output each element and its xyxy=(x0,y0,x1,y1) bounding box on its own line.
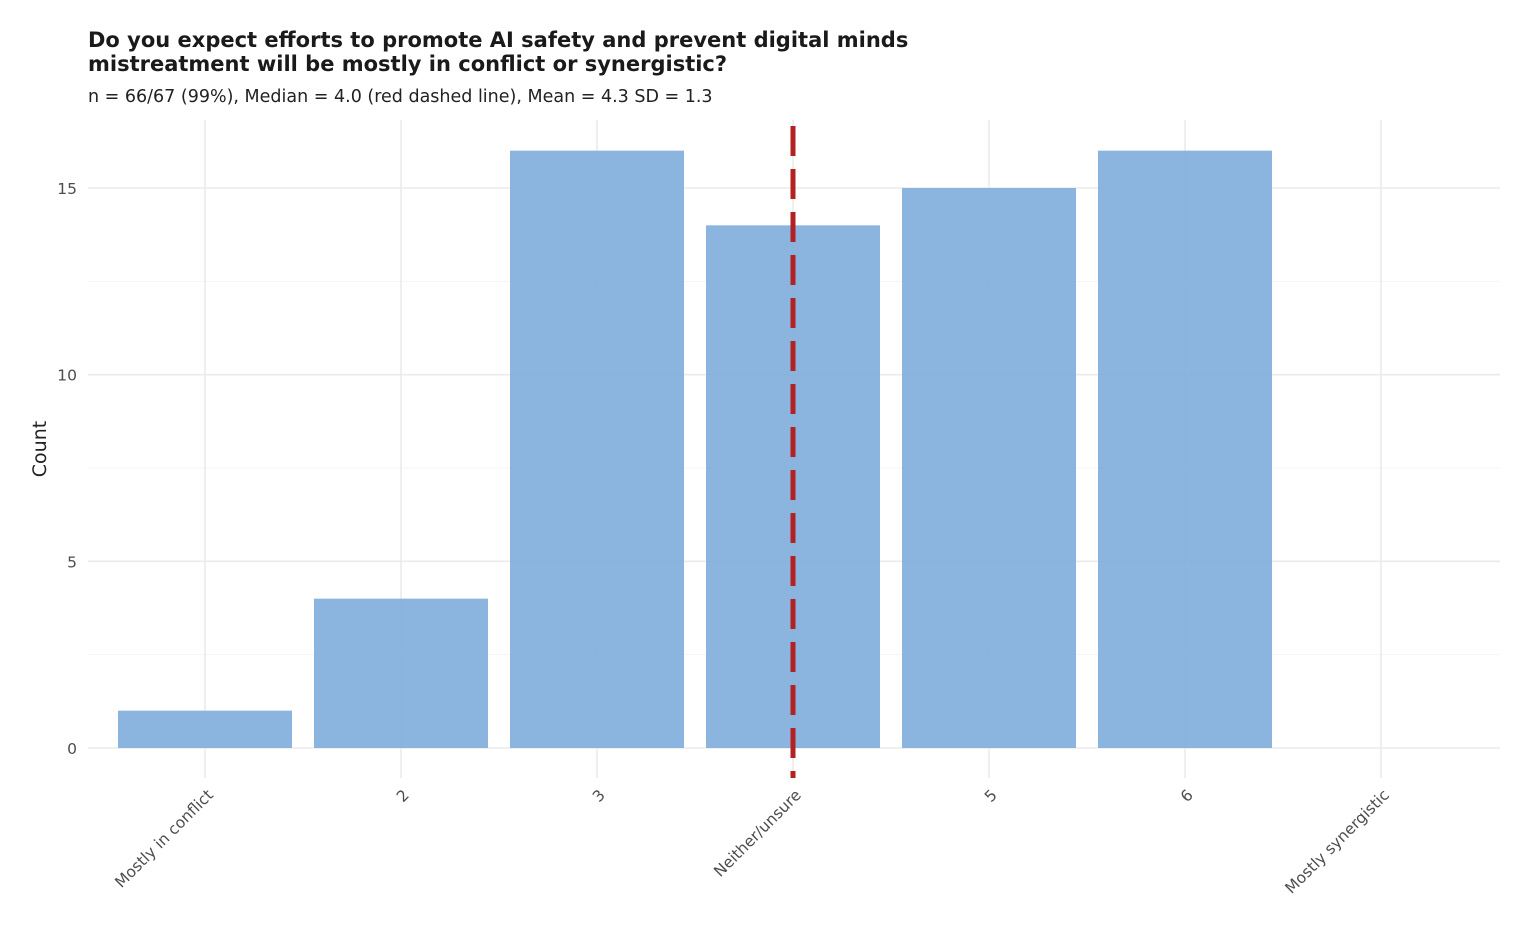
x-axis-ticks: Mostly in conflict 2 3 Neither/unsure 5 6 Most… xyxy=(111,786,1392,897)
bar-layer xyxy=(118,150,1272,749)
y-axis-ticks: 0 5 10 15 xyxy=(57,180,77,758)
bar xyxy=(902,188,1076,748)
chart-title-line-1: Do you expect efforts to promote AI safe… xyxy=(88,28,909,52)
bar xyxy=(510,150,684,748)
y-axis-title: Count xyxy=(29,421,51,477)
y-tick-label: 5 xyxy=(67,553,77,571)
x-tick-label: 5 xyxy=(981,786,1001,806)
y-tick-label: 0 xyxy=(67,740,77,758)
y-tick-label: 10 xyxy=(57,367,77,385)
x-tick-label: Mostly in conflict xyxy=(111,786,216,891)
bar xyxy=(1098,150,1272,748)
bar xyxy=(314,598,488,748)
x-tick-label: 2 xyxy=(393,786,413,806)
chart-title-line-2: mistreatment will be mostly in conflict … xyxy=(88,52,728,76)
x-tick-label: 6 xyxy=(1177,786,1197,806)
y-tick-label: 15 xyxy=(57,180,77,198)
x-tick-label: Mostly synergistic xyxy=(1282,786,1393,897)
chart-title: Do you expect efforts to promote AI safe… xyxy=(88,28,988,76)
x-tick-label: 3 xyxy=(589,786,609,806)
bar xyxy=(118,710,292,748)
chart-subtitle: n = 66/67 (99%), Median = 4.0 (red dashe… xyxy=(88,87,713,107)
x-tick-label: Neither/unsure xyxy=(710,786,804,880)
